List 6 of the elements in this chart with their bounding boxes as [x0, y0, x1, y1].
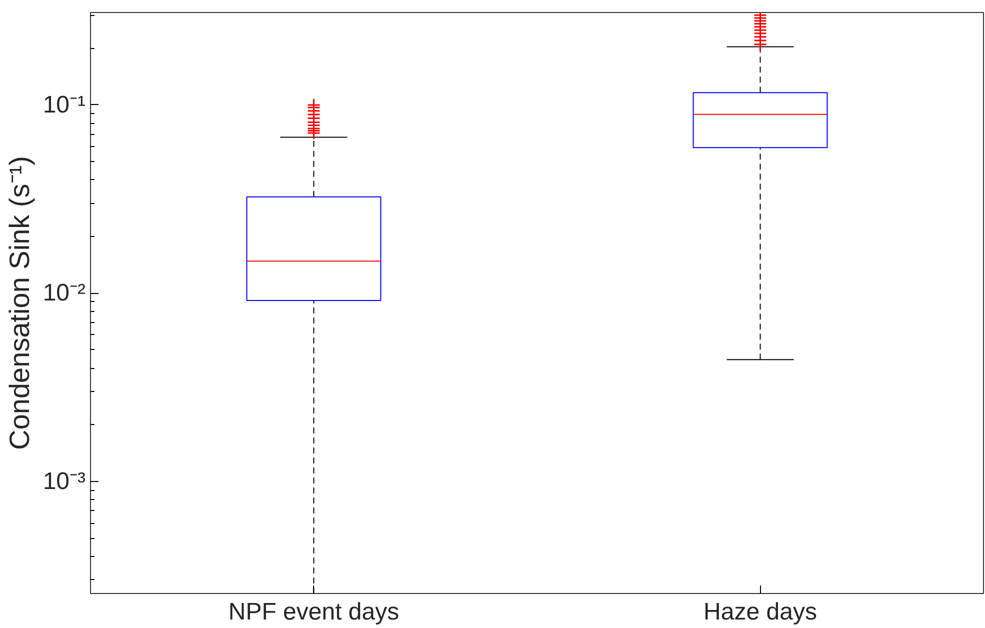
x-tick-label: NPF event days: [228, 598, 400, 626]
y-axis-title: Condensation Sink (s⁻¹): [4, 156, 35, 450]
y-tick-label: 10⁻³: [42, 468, 86, 495]
y-tick-label: 10⁻²: [42, 280, 86, 307]
y-tick-label: 10⁻¹: [42, 91, 86, 118]
x-tick-label: Haze days: [704, 598, 817, 626]
